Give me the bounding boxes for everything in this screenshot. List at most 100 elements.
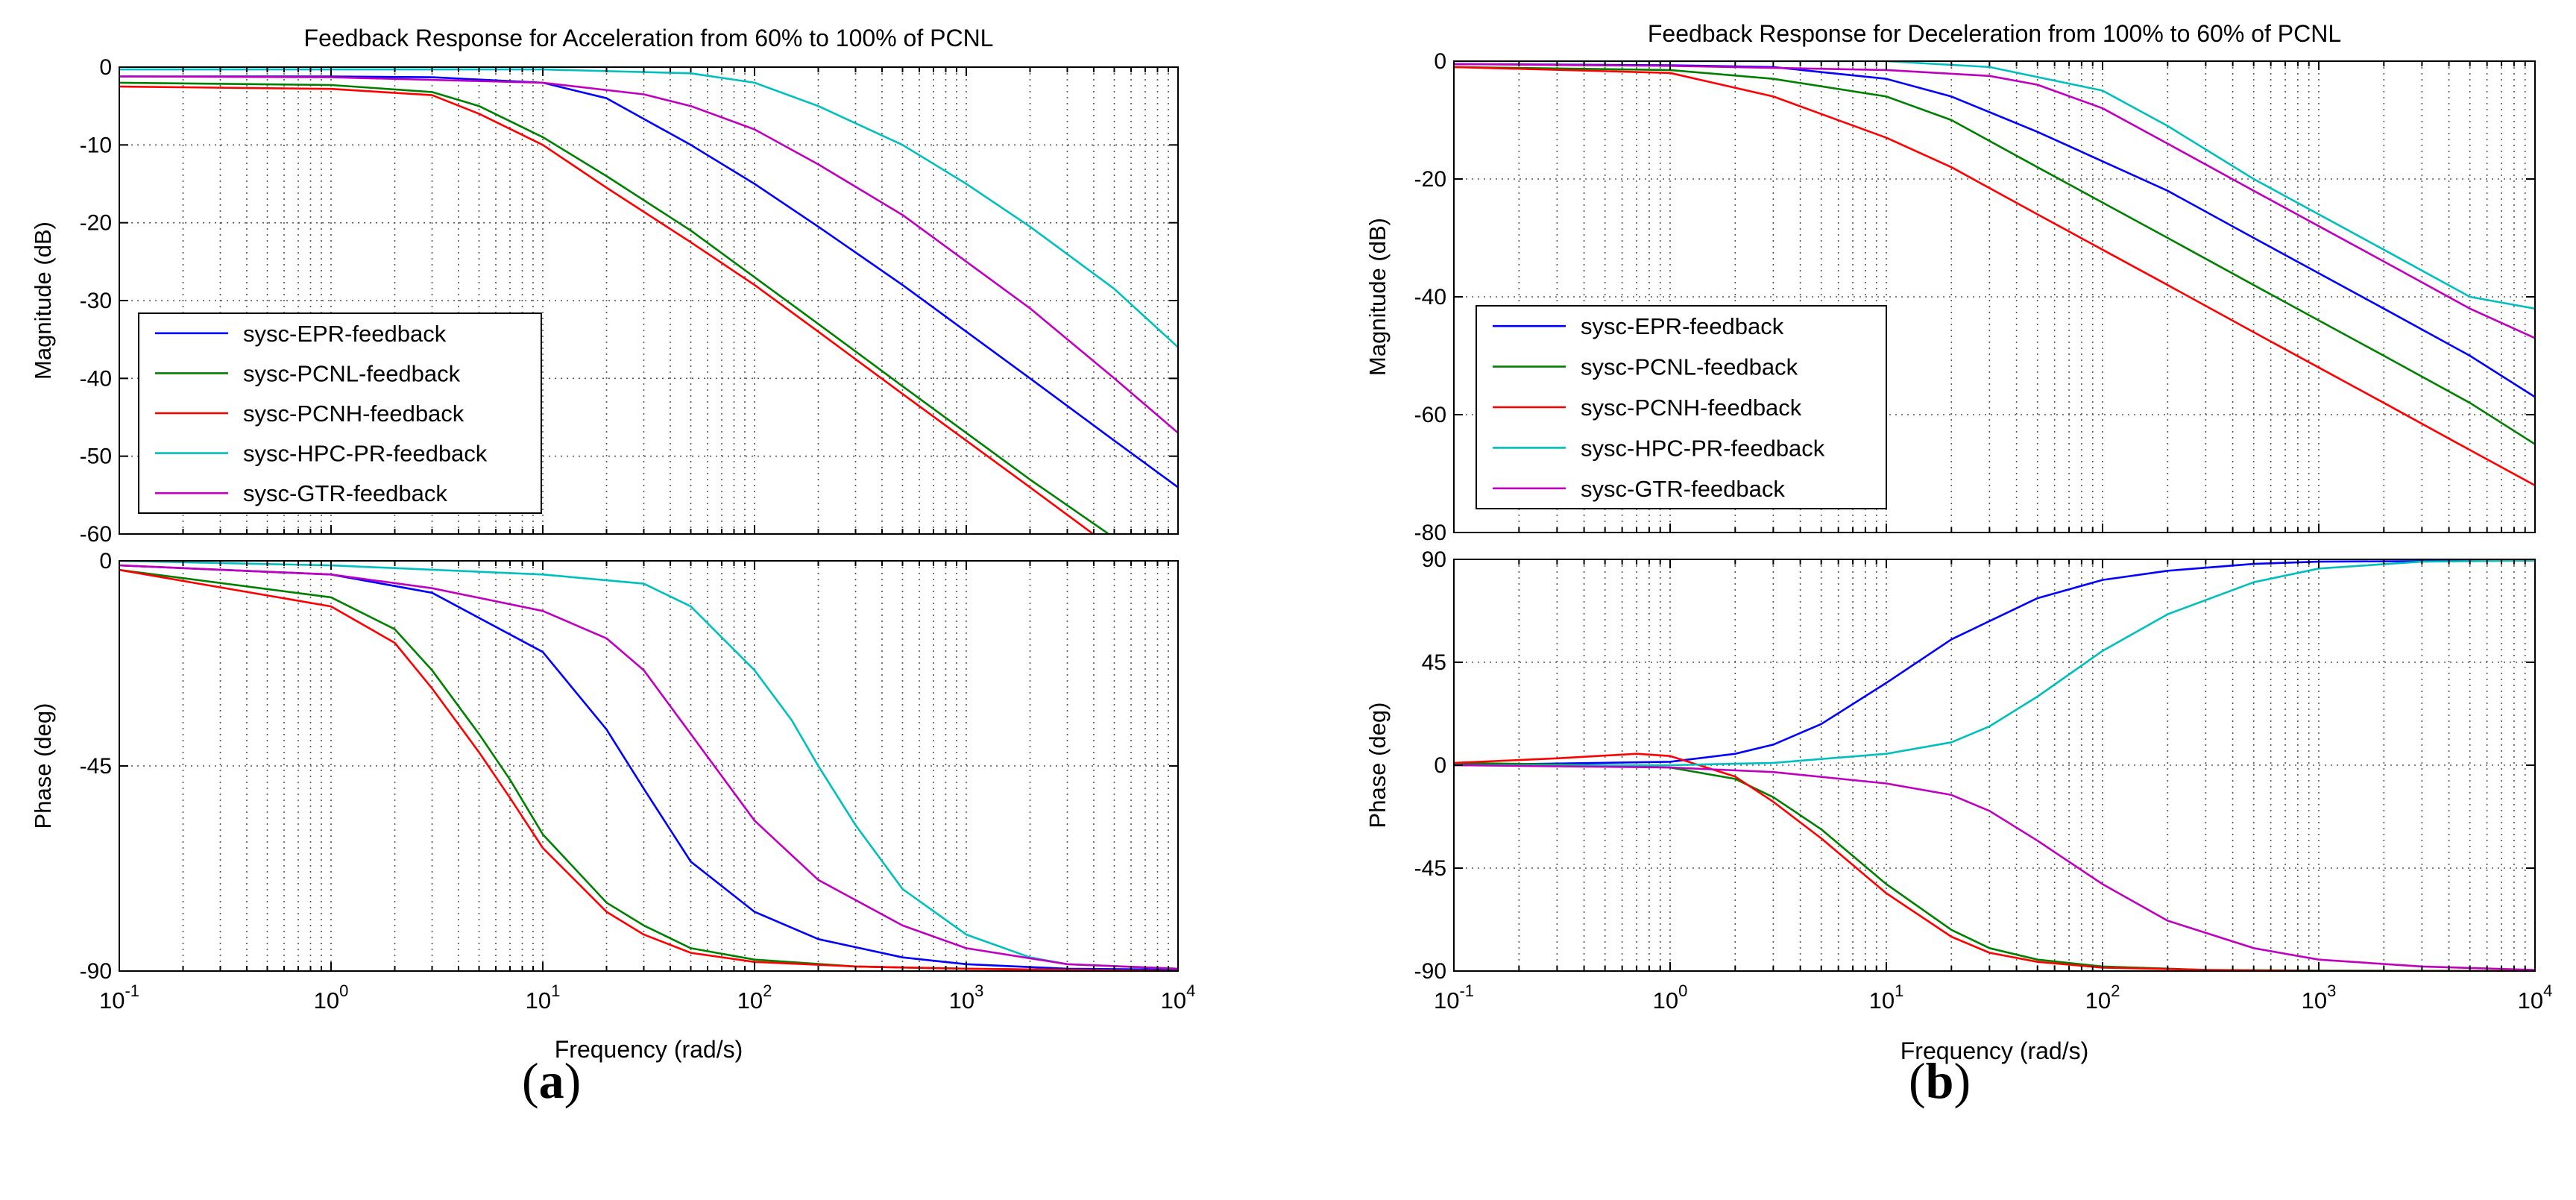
x-tick-base: 10 — [2518, 987, 2543, 1014]
y-tick-label: 0 — [99, 55, 112, 80]
x-tick-label: 100 — [314, 981, 349, 1014]
x-tick-base: 10 — [99, 987, 125, 1014]
x-tick-label: 102 — [737, 981, 772, 1014]
y-tick-label: -45 — [1414, 856, 1446, 881]
chart-title: Feedback Response for Acceleration from … — [304, 25, 994, 51]
y-tick-label: -20 — [1414, 167, 1446, 192]
x-tick-base: 10 — [949, 987, 974, 1014]
x-tick-base: 10 — [2302, 987, 2327, 1014]
x-tick-base: 10 — [2085, 987, 2111, 1014]
x-tick-label: 102 — [2085, 981, 2120, 1014]
series-line-gtr — [1454, 63, 2535, 339]
chart-title: Feedback Response for Deceleration from … — [1648, 20, 2341, 47]
legend-label: sysc-PCNL-feedback — [1581, 354, 1798, 380]
legend-label: sysc-GTR-feedback — [243, 480, 447, 506]
x-tick-base: 10 — [1869, 987, 1895, 1014]
caption-a: (a) — [522, 1052, 581, 1111]
x-tick-base: 10 — [314, 987, 339, 1014]
legend-label: sysc-GTR-feedback — [1581, 476, 1785, 502]
phase-plot-area — [119, 561, 1178, 971]
x-tick-exponent: 3 — [974, 981, 983, 1000]
x-tick-base: 10 — [737, 987, 763, 1014]
y-tick-label: 0 — [1434, 49, 1446, 74]
y-tick-label: -60 — [80, 522, 112, 547]
magnitude-ylabel: Magnitude (dB) — [1364, 218, 1391, 376]
x-tick-label: 101 — [526, 981, 561, 1014]
x-tick-label: 104 — [2518, 981, 2553, 1014]
x-tick-exponent: 1 — [1895, 981, 1903, 1000]
y-tick-label: -10 — [80, 133, 112, 157]
x-tick-exponent: 4 — [1186, 981, 1195, 1000]
y-tick-label: -40 — [1414, 285, 1446, 310]
magnitude-grid — [1454, 61, 2535, 533]
x-tick-exponent: 3 — [2327, 981, 2336, 1000]
magnitude-series-group — [1454, 61, 2535, 486]
legend-label: sysc-PCNL-feedback — [243, 360, 461, 386]
caption-a-letter: a — [538, 1052, 564, 1109]
caption-b: (b) — [1909, 1052, 1971, 1111]
x-tick-base: 10 — [526, 987, 551, 1014]
series-line-epr — [119, 75, 1178, 489]
series-line-pcnl — [1454, 66, 2535, 445]
y-tick-label: -30 — [80, 289, 112, 313]
legend-label: sysc-HPC-PR-feedback — [1581, 435, 1825, 461]
x-tick-exponent: 0 — [339, 981, 348, 1000]
series-line-gtr — [1454, 764, 2535, 971]
x-tick-label: 104 — [1161, 981, 1196, 1014]
series-line-pcnl — [119, 81, 1111, 534]
y-tick-label: -90 — [80, 959, 112, 984]
y-tick-label: -60 — [1414, 403, 1446, 427]
caption-b-open: ( — [1909, 1052, 1926, 1109]
series-line-hpc — [119, 68, 1178, 348]
legend-label: sysc-EPR-feedback — [1581, 313, 1784, 339]
x-tick-exponent: 1 — [551, 981, 560, 1000]
phase-series-group — [119, 561, 1178, 971]
chart-a: Feedback Response for Acceleration from … — [30, 25, 1195, 1063]
legend: sysc-EPR-feedback sysc-PCNL-feedback sysc-… — [138, 312, 542, 514]
y-tick-label: 90 — [1422, 547, 1446, 572]
y-tick-label: -50 — [80, 444, 112, 469]
caption-a-open: ( — [522, 1052, 539, 1109]
x-tick-exponent: -1 — [1459, 981, 1474, 1000]
y-tick-label: 0 — [1434, 753, 1446, 778]
x-tick-label: 103 — [2302, 981, 2337, 1014]
magnitude-ylabel: Magnitude (dB) — [30, 222, 56, 380]
legend: sysc-EPR-feedback sysc-PCNL-feedback sysc-… — [1476, 305, 1887, 509]
series-line-gtr — [119, 75, 1178, 434]
x-tick-exponent: 0 — [1678, 981, 1687, 1000]
chart-b: Feedback Response for Deceleration from … — [1364, 20, 2552, 1064]
x-tick-label: 103 — [949, 981, 984, 1014]
x-tick-exponent: 2 — [763, 981, 772, 1000]
legend-label: sysc-PCNH-feedback — [1581, 395, 1802, 421]
caption-a-close: ) — [564, 1052, 582, 1109]
x-axis-label: Frequency (rad/s) — [1900, 1037, 2089, 1064]
y-tick-label: -90 — [1414, 959, 1446, 984]
series-line-pcnh — [1454, 753, 2535, 971]
series-line-pcnh — [119, 568, 1178, 971]
legend-label: sysc-PCNH-feedback — [243, 400, 465, 427]
y-tick-label: -20 — [80, 211, 112, 236]
caption-b-close: ) — [1953, 1052, 1971, 1109]
x-tick-label: 100 — [1653, 981, 1688, 1014]
x-tick-label: 10-1 — [1434, 981, 1474, 1014]
x-axis-label: Frequency (rad/s) — [555, 1036, 743, 1063]
x-tick-label: 101 — [1869, 981, 1904, 1014]
caption-b-letter: b — [1925, 1052, 1954, 1109]
magnitude-series-group — [119, 68, 1178, 534]
x-tick-exponent: -1 — [125, 981, 139, 1000]
x-tick-base: 10 — [1434, 987, 1459, 1014]
x-tick-exponent: 4 — [2543, 981, 2552, 1000]
phase-series-group — [1454, 559, 2535, 971]
series-line-gtr — [119, 564, 1178, 970]
phase-ylabel: Phase (deg) — [1364, 703, 1391, 829]
series-line-hpc — [1454, 61, 2535, 310]
x-tick-label: 10-1 — [99, 981, 139, 1014]
y-tick-label: -45 — [80, 754, 112, 779]
legend-label: sysc-EPR-feedback — [243, 321, 447, 347]
y-tick-label: 0 — [99, 549, 112, 574]
series-line-hpc — [1454, 559, 2535, 767]
series-line-pcnh — [119, 85, 1095, 534]
